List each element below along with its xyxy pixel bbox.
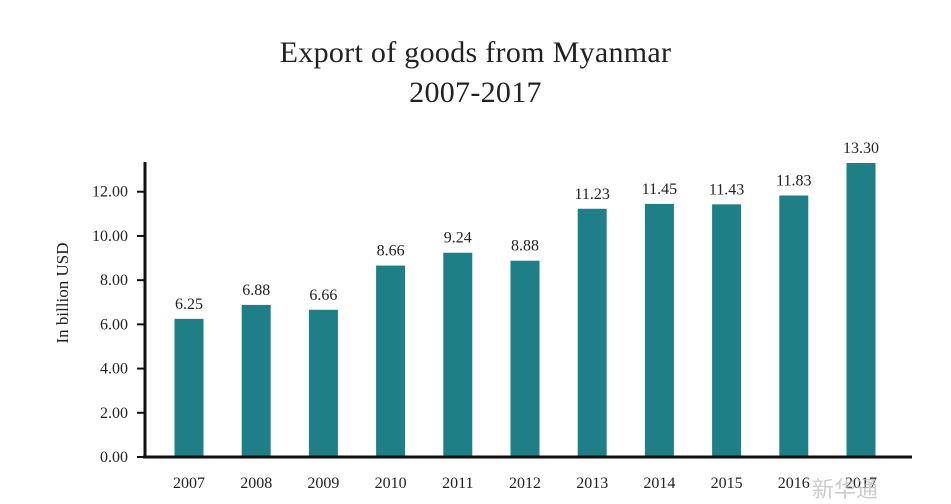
y-tick-label-3: 6.00 [100,316,128,333]
watermark-logo: 新华通 [812,478,879,503]
y-axis-label: In billion USD [53,242,72,343]
y-tick-label-6: 12.00 [92,184,128,201]
x-tick-label-2015: 2015 [711,475,743,492]
y-tick-label-4: 8.00 [100,272,128,289]
bar-2009 [308,309,338,457]
data-label-2017: 13.30 [843,140,879,157]
data-labels-group: 6.25 6.88 6.66 8.66 9.24 8.88 11.23 11.45 11.43 1… [175,140,879,313]
y-tick-label-5: 10.00 [92,228,128,245]
x-tick-label-2013: 2013 [576,475,608,492]
bar-2015 [712,204,742,457]
data-label-2016: 11.83 [776,172,811,189]
bar-2011 [443,252,473,457]
data-label-2015: 11.43 [709,181,744,198]
data-label-2014: 11.45 [642,181,677,198]
chart-subtitle: 2007-2017 [409,76,542,109]
bar-2008 [241,304,271,457]
bar-2016 [779,195,809,457]
chart-title: Export of goods from Myanmar [279,36,672,69]
bar-2007 [174,318,204,457]
x-tick-label-2012: 2012 [509,475,541,492]
bar-2013 [577,208,607,457]
data-label-2007: 6.25 [175,296,203,313]
y-tick-label-2: 4.00 [100,361,128,378]
bar-2014 [644,203,674,457]
data-label-2011: 9.24 [444,230,472,247]
x-ticks-group: 2007 2008 2009 2010 2011 2012 2013 2014 2015 2016… [173,475,877,492]
data-label-2010: 8.66 [377,243,405,260]
x-tick-label-2016: 2016 [778,475,810,492]
x-tick-label-2017: 2017 [845,475,877,492]
bar-2017 [846,163,876,457]
data-label-2012: 8.88 [511,238,539,255]
y-ticks-group: 0.00 2.00 4.00 6.00 8.00 10.00 12.00 [92,184,145,466]
x-tick-label-2011: 2011 [442,475,473,492]
x-tick-label-2007: 2007 [173,475,205,492]
data-label-2013: 11.23 [574,186,609,203]
y-tick-label-0: 0.00 [100,449,128,466]
x-tick-label-2010: 2010 [375,475,407,492]
x-tick-label-2009: 2009 [307,475,339,492]
x-tick-label-2008: 2008 [240,475,272,492]
x-tick-label-2014: 2014 [643,475,675,492]
data-label-2008: 6.88 [242,282,270,299]
bar-2012 [510,260,540,457]
data-label-2009: 6.66 [309,287,337,304]
bars-group [174,163,876,457]
bar-2010 [376,265,406,457]
y-tick-label-1: 2.00 [100,405,128,422]
